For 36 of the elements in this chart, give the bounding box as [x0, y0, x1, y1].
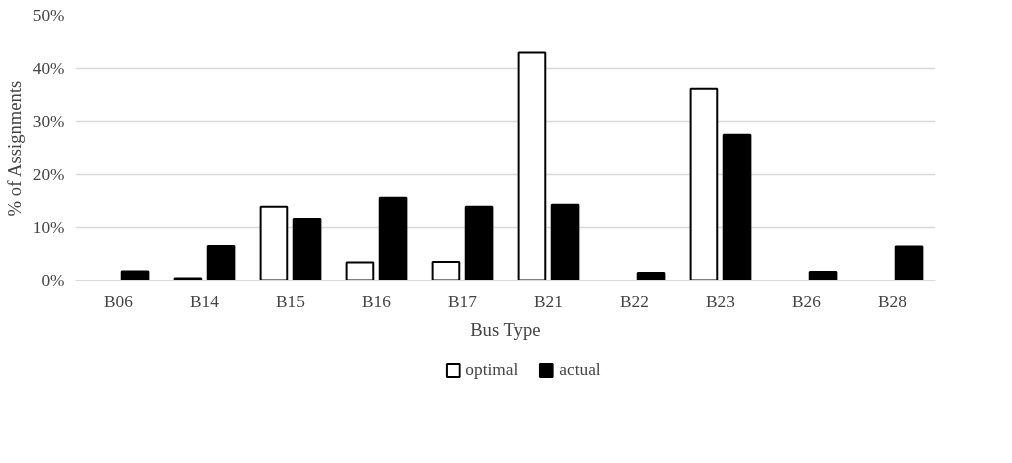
bar [378, 196, 408, 281]
y-axis-title: % of Assignments [3, 80, 25, 217]
bar [464, 205, 494, 281]
y-tick-label: 30% [32, 112, 65, 131]
x-tick-label: B26 [792, 291, 822, 311]
bar [517, 51, 547, 281]
bar [894, 245, 924, 281]
bar [206, 245, 236, 281]
y-tick-label: 50% [32, 6, 65, 25]
x-tick-label: B28 [878, 291, 907, 311]
bar [550, 203, 580, 281]
bar [259, 205, 289, 281]
bar [808, 271, 838, 281]
y-tick-label: 10% [32, 218, 65, 237]
bar [120, 270, 150, 281]
x-axis-title: Bus Type [470, 318, 541, 340]
x-tick-label: B17 [448, 291, 478, 311]
bar [636, 272, 666, 281]
x-tick-label: B22 [620, 291, 649, 311]
y-tick-label: 20% [32, 165, 65, 184]
legend-label: optimal [465, 359, 519, 380]
x-tick-label: B23 [706, 291, 735, 311]
bar [292, 218, 322, 281]
x-tick-label: B21 [534, 291, 563, 311]
x-tick-label: B14 [190, 291, 220, 311]
y-tick-label: 40% [32, 59, 65, 78]
legend-label: actual [559, 359, 601, 380]
x-tick-label: B16 [362, 291, 392, 311]
x-tick-label: B06 [104, 291, 134, 311]
y-tick-label: 0% [41, 271, 65, 290]
bar [722, 133, 752, 281]
bar [173, 277, 203, 281]
x-tick-label: B15 [276, 291, 305, 311]
bar [689, 87, 719, 281]
bar [431, 260, 461, 281]
bar [345, 261, 375, 281]
